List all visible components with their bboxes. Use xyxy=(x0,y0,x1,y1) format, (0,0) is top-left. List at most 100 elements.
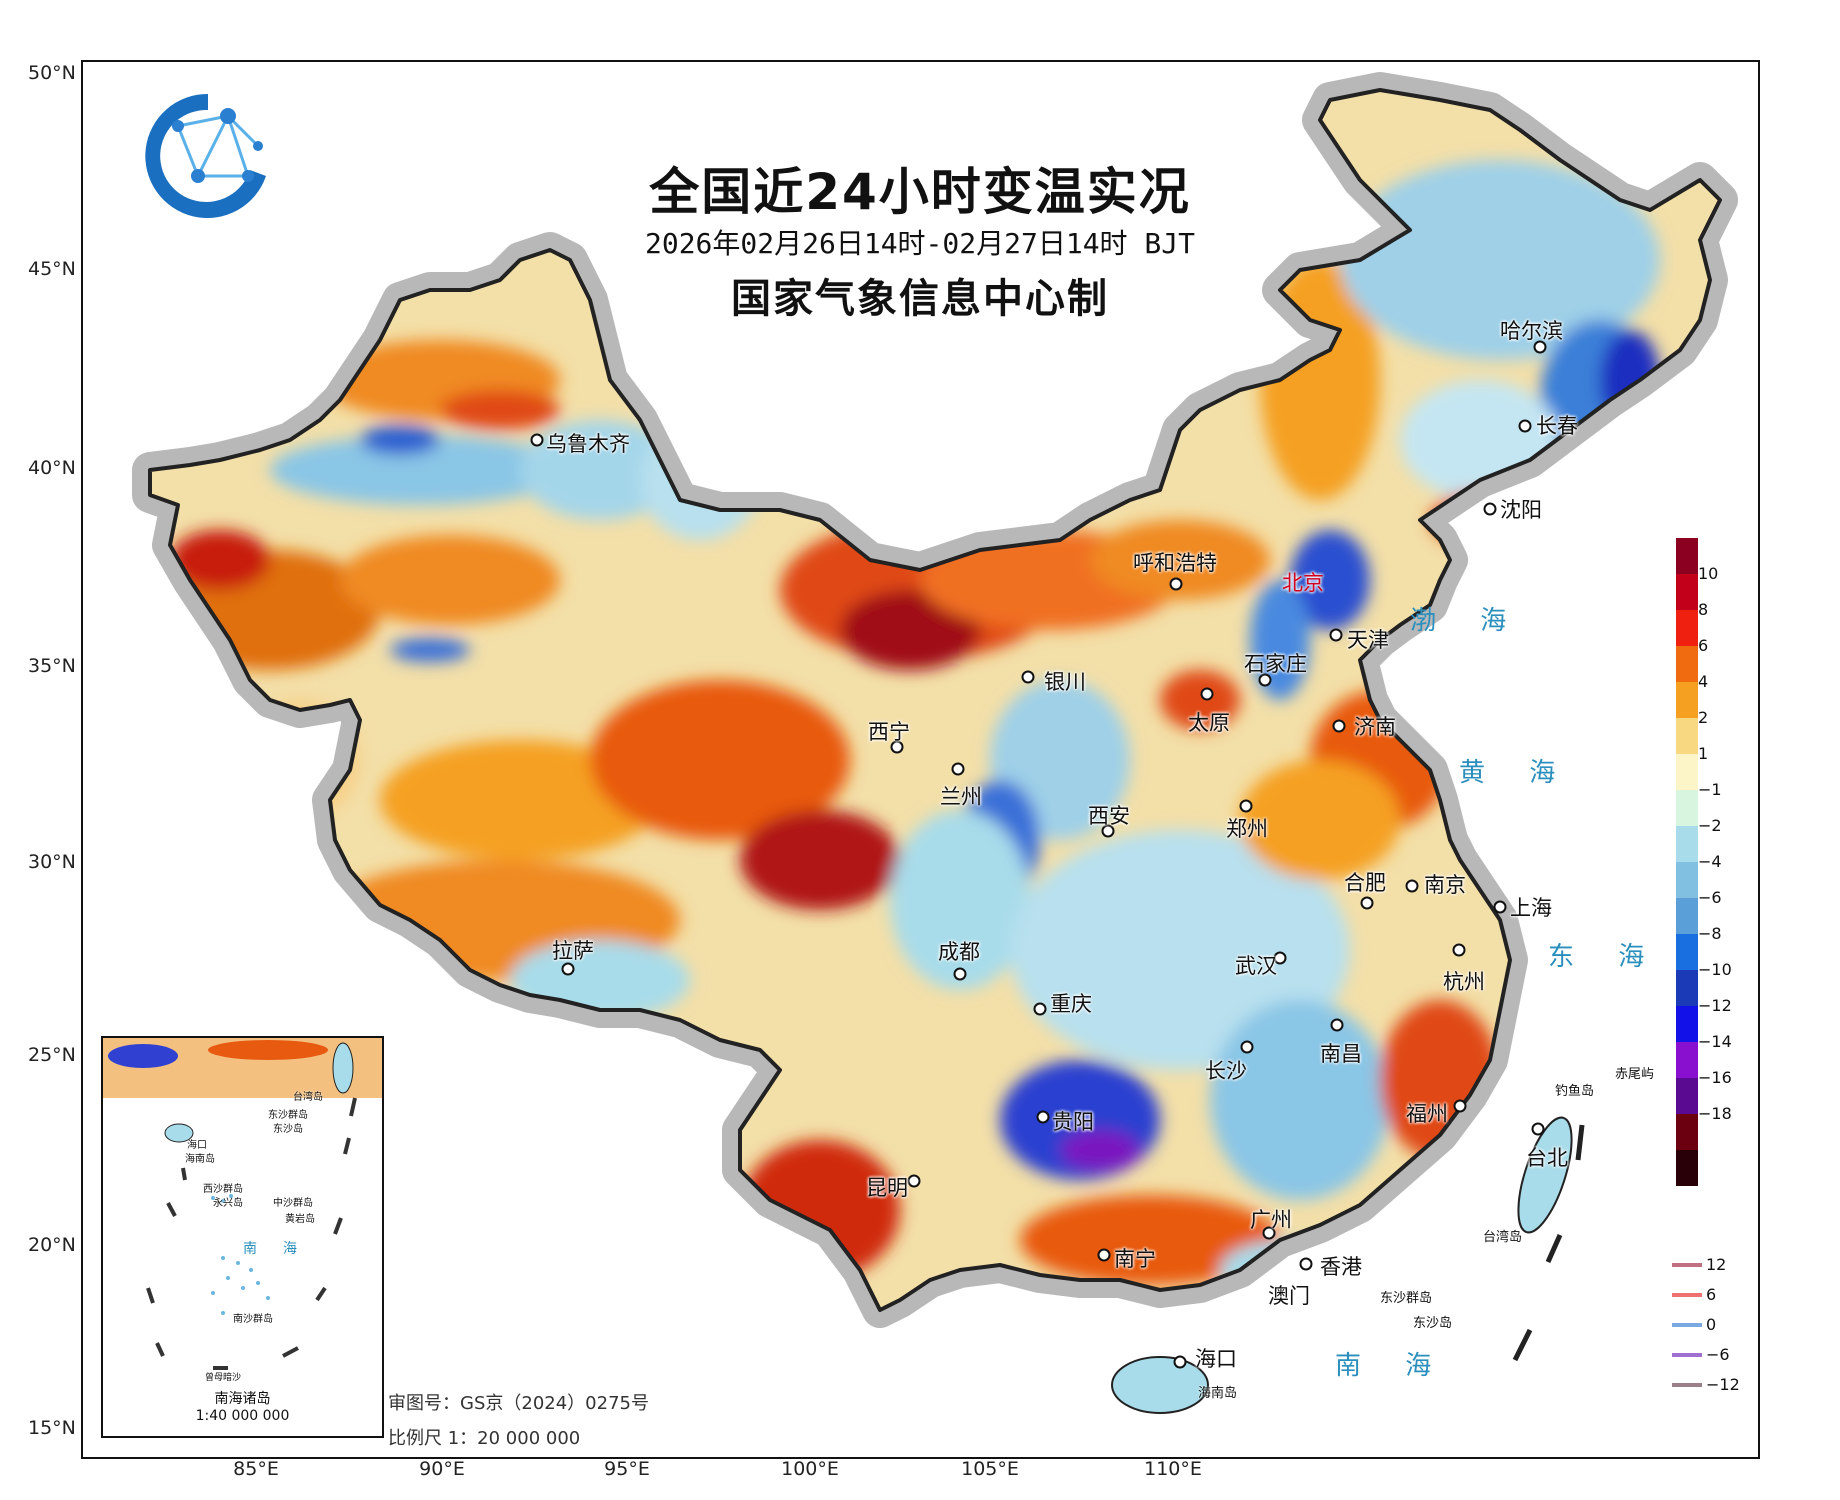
city-dot-changchun xyxy=(1518,419,1532,433)
lat-tick-30: 30°N xyxy=(28,851,76,873)
lat-tick-15: 15°N xyxy=(28,1417,76,1439)
inset-label-yongxing: 永兴岛 xyxy=(213,1198,243,1209)
city-label-nanning: 南宁 xyxy=(1114,1247,1156,1271)
city-label-macau: 澳门 xyxy=(1268,1284,1310,1308)
legend-tick-label: −2 xyxy=(1698,816,1722,835)
legend-swatch xyxy=(1676,1114,1698,1150)
city-label-harbin: 哈尔滨 xyxy=(1500,319,1563,343)
legend-swatch xyxy=(1676,970,1698,1006)
city-label-shenyang: 沈阳 xyxy=(1500,498,1542,522)
label-dongsha: 东沙群岛 xyxy=(1380,1291,1433,1306)
legend-tick-label: 4 xyxy=(1698,672,1709,691)
legend-tick-label: 1 xyxy=(1698,744,1709,763)
city-label-chongqing: 重庆 xyxy=(1050,992,1092,1016)
inset-label-haikou: 海口 xyxy=(187,1140,207,1151)
legend-tick-label: 6 xyxy=(1698,636,1709,655)
isoline-legend xyxy=(1672,1263,1702,1387)
inset-label-dongsha-group: 东沙群岛 xyxy=(268,1110,308,1121)
legend-swatch xyxy=(1676,934,1698,970)
legend-tick-label: −18 xyxy=(1698,1104,1732,1123)
legend-swatch xyxy=(1676,862,1698,898)
legend-swatch xyxy=(1676,574,1698,610)
city-dot-harbin xyxy=(1533,340,1547,354)
isoline-label: −6 xyxy=(1706,1345,1730,1364)
city-dot-shanghai xyxy=(1493,900,1507,914)
color-legend xyxy=(1676,538,1698,1186)
boundary-dashes xyxy=(1512,1124,1585,1362)
legend-swatch xyxy=(1676,646,1698,682)
city-dot-nanchang xyxy=(1330,1018,1344,1032)
city-label-urumqi: 乌鲁木齐 xyxy=(546,432,630,456)
city-dot-nanjing xyxy=(1405,879,1419,893)
sea-east: 东 海 xyxy=(1548,942,1663,972)
inset-label-taiwan: 台湾岛 xyxy=(293,1092,323,1103)
city-label-xian: 西安 xyxy=(1088,804,1130,828)
legend-tick-label: −4 xyxy=(1698,852,1722,871)
taiwan-island xyxy=(1517,1116,1573,1234)
map-frame xyxy=(81,60,1760,1459)
label-diaoyu: 钓鱼岛 xyxy=(1555,1084,1595,1099)
inset-label-dongsha: 东沙岛 xyxy=(273,1124,303,1135)
isoline-label: −12 xyxy=(1706,1375,1740,1394)
legend-swatch xyxy=(1676,682,1698,718)
label-taiwan: 台湾岛 xyxy=(1483,1230,1523,1245)
city-label-shijiazhuang: 石家庄 xyxy=(1244,652,1307,676)
city-label-changchun: 长春 xyxy=(1536,414,1578,438)
hainan-island xyxy=(1111,1356,1209,1414)
city-label-hongkong: 香港 xyxy=(1320,1255,1362,1279)
review-number: 审图号：GS京（2024）0275号 xyxy=(388,1393,649,1414)
map-title: 全国近24小时变温实况 xyxy=(649,163,1191,221)
city-label-taipei: 台北 xyxy=(1526,1146,1568,1170)
city-label-kunming: 昆明 xyxy=(866,1176,908,1200)
inset-label-hai: 海 xyxy=(283,1241,297,1257)
city-label-beijing: 北京 xyxy=(1282,571,1324,595)
city-dot-xining xyxy=(890,740,904,754)
inset-label-nan: 南 xyxy=(243,1241,257,1257)
city-dot-hefei xyxy=(1360,896,1374,910)
map-subtitle: 2026年02月26日14时-02月27日14时 BJT xyxy=(644,227,1195,260)
city-label-hefei: 合肥 xyxy=(1344,871,1386,895)
south-china-sea-inset: 台湾岛 东沙群岛 东沙岛 海口 海南岛 西沙群岛 永兴岛 中沙群岛 黄岩岛 南 … xyxy=(101,1036,384,1438)
lat-tick-40: 40°N xyxy=(28,457,76,479)
lon-tick-95: 95°E xyxy=(604,1458,650,1480)
city-dot-wuhan xyxy=(1273,951,1287,965)
city-dot-changsha xyxy=(1240,1040,1254,1054)
city-dot-tianjin xyxy=(1329,628,1343,642)
city-dot-fuzhou xyxy=(1453,1099,1467,1113)
cma-logo xyxy=(138,86,278,226)
city-dot-lanzhou xyxy=(951,762,965,776)
city-label-guangzhou: 广州 xyxy=(1250,1208,1292,1232)
city-label-wuhan: 武汉 xyxy=(1235,954,1277,978)
city-dot-urumqi xyxy=(530,433,544,447)
city-label-haikou: 海口 xyxy=(1195,1347,1237,1371)
city-dot-hohhot xyxy=(1169,577,1183,591)
legend-swatch xyxy=(1676,826,1698,862)
lon-tick-105: 105°E xyxy=(961,1458,1019,1480)
city-dot-taipei xyxy=(1531,1122,1545,1136)
city-dot-hangzhou xyxy=(1452,943,1466,957)
legend-swatch xyxy=(1676,610,1698,646)
city-label-changsha: 长沙 xyxy=(1205,1059,1247,1083)
city-dot-chongqing xyxy=(1033,1002,1047,1016)
label-dongsha-island: 东沙岛 xyxy=(1413,1316,1453,1331)
city-dot-taiyuan xyxy=(1200,687,1214,701)
isoline-label: 6 xyxy=(1706,1285,1717,1304)
sea-yellow: 黄 海 xyxy=(1459,758,1574,788)
city-dot-lhasa xyxy=(561,962,575,976)
legend-tick-label: 10 xyxy=(1698,564,1719,583)
inset-scale: 1:40 000 000 xyxy=(195,1408,290,1424)
city-label-xining: 西宁 xyxy=(868,720,910,744)
sea-south: 南 海 xyxy=(1335,1351,1450,1381)
city-dot-shijiazhuang xyxy=(1258,673,1272,687)
legend-swatch xyxy=(1676,538,1698,574)
map-issuer: 国家气象信息中心制 xyxy=(731,276,1109,322)
legend-tick-label: −10 xyxy=(1698,960,1732,979)
inset-title: 南海诸岛 xyxy=(214,1391,271,1407)
legend-swatch xyxy=(1676,718,1698,754)
city-dot-haikou xyxy=(1173,1355,1187,1369)
lat-tick-25: 25°N xyxy=(28,1044,76,1066)
map-scale: 比例尺 1：20 000 000 xyxy=(388,1428,581,1449)
city-dot-chengdu xyxy=(953,967,967,981)
city-dot-kunming xyxy=(907,1174,921,1188)
legend-swatch xyxy=(1676,1006,1698,1042)
